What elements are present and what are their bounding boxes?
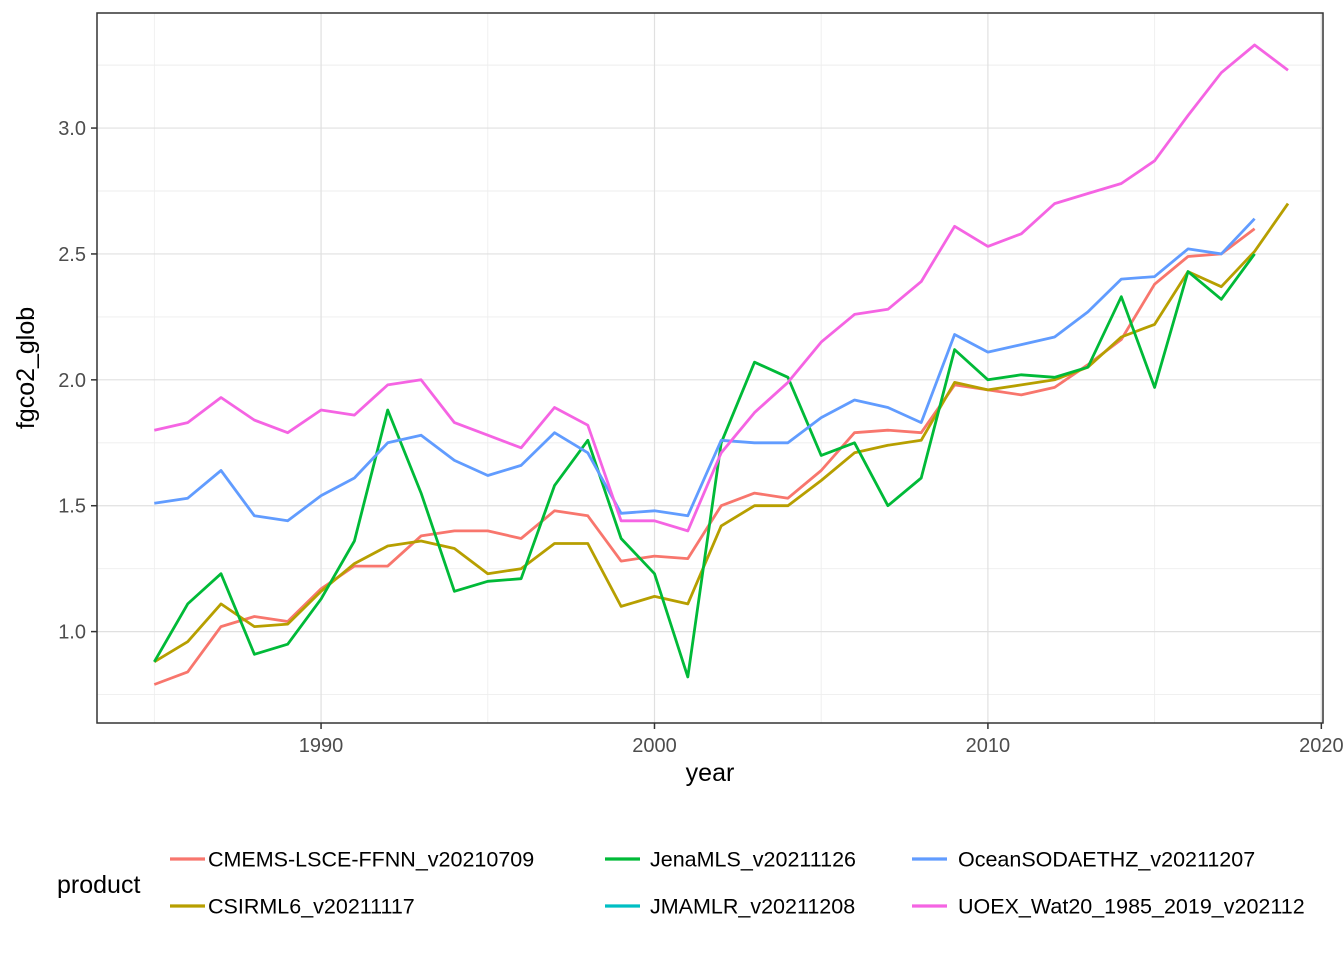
y-axis-title: fgco2_glob	[12, 307, 40, 429]
y-tick-label: 2.5	[58, 244, 86, 266]
gridlines-major	[97, 13, 1323, 723]
x-axis-title: year	[686, 759, 735, 787]
y-tick-label: 3.0	[58, 118, 86, 140]
y-axis-tick-labels: 1.0 1.5 2.0 2.5 3.0	[58, 118, 86, 644]
gridlines-minor	[97, 13, 1323, 723]
plot-panel	[97, 13, 1323, 723]
legend-item: OceanSODAETHZ_v20211207	[912, 848, 1255, 872]
x-tick-label: 1990	[299, 735, 344, 757]
legend-label: OceanSODAETHZ_v20211207	[958, 848, 1255, 872]
series-line-CSIRML6_v20211117	[153, 202, 1290, 663]
x-tick-label: 2000	[632, 735, 677, 757]
legend-entries: CMEMS-LSCE-FFNN_v20210709 CSIRML6_v202111…	[170, 848, 1305, 919]
y-tick-label: 1.0	[58, 622, 86, 644]
legend: product CMEMS-LSCE-FFNN_v20210709 CSIRML6…	[57, 848, 1305, 919]
y-tick-label: 1.5	[58, 496, 86, 518]
series-line-JenaMLS_v20211126	[153, 253, 1256, 679]
axis-ticks	[91, 127, 1323, 729]
y-tick-label: 2.0	[58, 370, 86, 392]
series-line-OceanSODAETHZ_v20211207	[154, 217, 1256, 523]
legend-label: JMAMLR_v20211208	[650, 895, 855, 919]
x-tick-label: 2010	[966, 735, 1011, 757]
series-lines	[153, 43, 1290, 686]
legend-label: CMEMS-LSCE-FFNN_v20210709	[208, 848, 534, 872]
legend-item: CSIRML6_v20211117	[170, 895, 415, 919]
series-line-UOEX_Wat20_1985_2019_v202112	[153, 43, 1289, 533]
legend-label: UOEX_Wat20_1985_2019_v202112	[958, 895, 1305, 919]
legend-item: UOEX_Wat20_1985_2019_v202112	[912, 895, 1305, 919]
legend-label: JenaMLS_v20211126	[650, 848, 856, 872]
legend-title: product	[57, 871, 140, 899]
x-axis-tick-labels: 1990 2000 2010 2020	[299, 735, 1344, 757]
panel-border	[96, 12, 1324, 724]
x-tick-label: 2020	[1299, 735, 1344, 757]
legend-item: CMEMS-LSCE-FFNN_v20210709	[170, 848, 534, 872]
legend-label: CSIRML6_v20211117	[208, 895, 415, 919]
legend-item: JMAMLR_v20211208	[605, 895, 855, 919]
legend-item: JenaMLS_v20211126	[605, 848, 856, 872]
